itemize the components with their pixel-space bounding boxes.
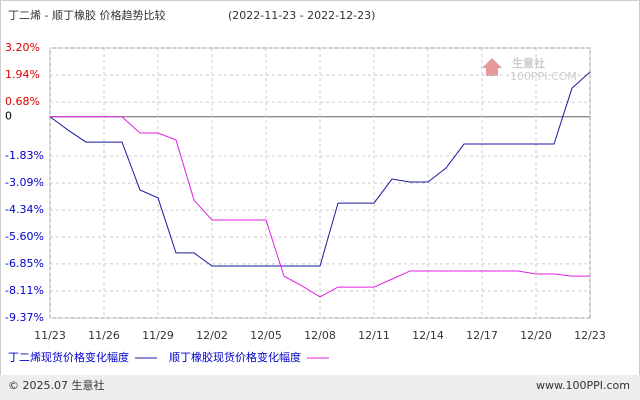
x-tick-label: 11/23 [34, 329, 66, 342]
x-tick-label: 12/20 [520, 329, 552, 342]
y-tick-label: 0 [5, 110, 12, 123]
x-tick-label: 12/17 [466, 329, 498, 342]
y-tick-label: -9.37% [5, 311, 44, 324]
y-tick-label: -3.09% [5, 176, 44, 189]
chart-title: 丁二烯 - 顺丁橡胶 价格趋势比较 [8, 8, 165, 22]
legend-label: 顺丁橡胶现货价格变化幅度 [169, 350, 301, 364]
footer-left: © 2025.07 生意社 [8, 378, 104, 392]
legend-label: 丁二烯现货价格变化幅度 [8, 350, 129, 364]
y-tick-label: -1.83% [5, 149, 44, 162]
series-line [49, 71, 591, 267]
y-tick-label: 3.20% [5, 41, 40, 54]
watermark-logo [482, 58, 502, 76]
series-line [50, 116, 590, 298]
footer-band [0, 375, 640, 400]
x-tick-label: 12/11 [358, 329, 390, 342]
watermark: 生意社 100PPI.COM [482, 56, 577, 83]
y-tick-label: -8.11% [5, 284, 44, 297]
x-tick-label: 12/08 [304, 329, 336, 342]
x-tick-label: 12/02 [196, 329, 228, 342]
y-tick-label: 1.94% [5, 68, 40, 81]
y-tick-label: -4.34% [5, 203, 44, 216]
x-tick-label: 12/14 [412, 329, 444, 342]
watermark-site: 100PPI.COM [510, 70, 577, 83]
x-tick-label: 12/23 [574, 329, 606, 342]
y-tick-label: -5.60% [5, 230, 44, 243]
footer-right: www.100PPI.com [536, 379, 630, 392]
x-tick-label: 11/29 [142, 329, 174, 342]
y-tick-label: 0.68% [5, 95, 40, 108]
watermark-name: 生意社 [512, 56, 545, 70]
x-tick-label: 11/26 [88, 329, 120, 342]
chart-subtitle: (2022-11-23 - 2022-12-23) [228, 9, 375, 22]
y-tick-label: -6.85% [5, 257, 44, 270]
x-tick-label: 12/05 [250, 329, 282, 342]
